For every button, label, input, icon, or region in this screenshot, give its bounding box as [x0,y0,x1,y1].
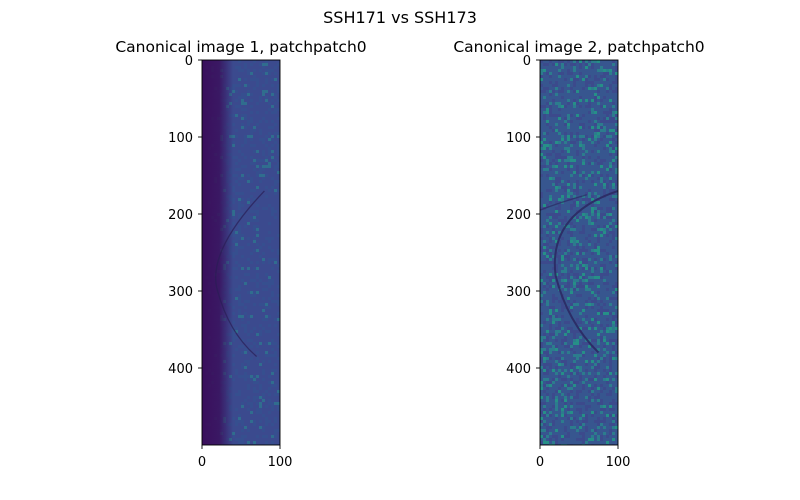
curved-arc-secondary [540,194,587,211]
x-tick-label: 100 [606,455,631,470]
y-tick-label: 0 [185,54,193,69]
y-tick-label: 300 [506,285,531,300]
panel-canonical-image-2: Canonical image 2, patchpatch00100200300… [453,38,704,470]
dark-band [202,60,234,445]
y-tick-label: 400 [168,362,193,377]
image-area [202,60,280,445]
curved-arc [215,190,265,357]
panel-canonical-image-1: Canonical image 1, patchpatch00100200300… [115,38,366,470]
x-tick-label: 100 [268,455,293,470]
y-tick-label: 200 [168,208,193,223]
image-texture [540,60,618,445]
y-tick-label: 200 [506,208,531,223]
image-area [540,60,618,445]
y-tick-label: 0 [523,54,531,69]
panel-title: Canonical image 1, patchpatch0 [115,38,366,56]
axes-frame [539,59,619,446]
axes-frame [201,59,281,446]
x-tick-label: 0 [536,455,544,470]
y-tick-label: 300 [168,285,193,300]
y-tick-label: 100 [506,131,531,146]
x-tick-label: 0 [198,455,206,470]
figure-title: SSH171 vs SSH173 [323,8,477,27]
y-tick-label: 100 [168,131,193,146]
panel-title: Canonical image 2, patchpatch0 [453,38,704,56]
curved-arc [553,189,618,354]
y-tick-label: 400 [506,362,531,377]
